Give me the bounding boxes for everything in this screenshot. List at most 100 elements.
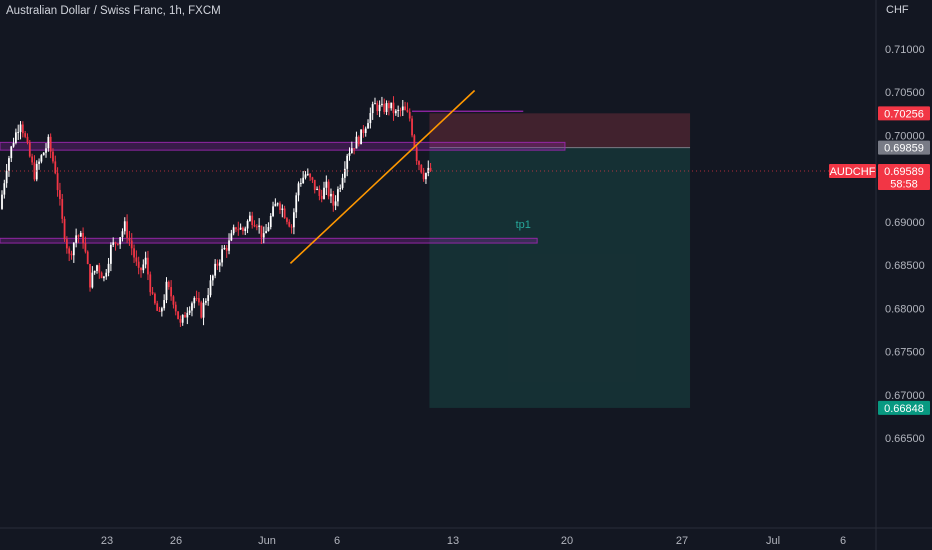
countdown-tag: 58:58 [878,176,930,190]
candle [406,102,409,113]
candle [316,186,318,191]
candle-body [302,177,305,184]
candle-body [406,110,409,112]
trendline[interactable] [289,89,476,264]
candle-body [221,249,223,263]
candle [397,105,400,118]
candle [297,181,300,202]
candle [112,237,115,248]
candle-body [142,264,145,271]
zone-rectangle-1[interactable] [0,141,566,151]
candle [179,315,182,328]
candle [293,208,295,235]
candle [207,288,210,306]
candle-body [77,235,80,237]
candle-body [364,128,367,133]
entry-price-tag: 0.69859 [878,140,930,155]
candle-body [116,243,119,245]
candle [258,218,261,234]
candle [86,250,89,265]
candle-body [357,136,360,145]
candle-body [399,109,402,111]
zone-rectangle-2[interactable] [0,237,538,244]
candle [288,219,291,228]
candle-body [103,276,105,279]
candle [75,228,78,248]
candle [186,307,189,325]
candle-body [381,103,383,105]
candle-body [394,110,397,114]
candle [244,226,247,236]
candle-body [79,232,82,237]
candle-body [54,161,57,174]
candle [346,153,349,177]
candle-body [154,293,156,304]
candle [225,244,228,258]
x-tick-label: Jun [258,535,276,547]
candle [235,226,237,233]
candle [251,211,254,229]
candle [299,178,302,187]
candle [355,131,358,149]
candle-body [390,102,393,109]
candle-body [293,212,295,228]
candle-body [244,228,247,231]
candle [290,224,293,234]
candle-body [114,242,117,244]
candle [5,163,8,188]
candle [327,179,330,200]
y-tick-label: 0.68000 [885,303,925,315]
candle-body [255,226,258,228]
candle-body [327,181,330,197]
entry-price-tag-text: 0.69859 [884,143,924,155]
candle-body [350,148,353,153]
candle-body [167,281,170,288]
x-tick-label: 13 [447,535,459,547]
candle [313,179,316,194]
candle-body [313,179,316,190]
candle [89,263,91,292]
candle-body [397,109,400,111]
candle [119,236,122,249]
take-profit-zone[interactable] [429,147,691,408]
candle-body [186,312,189,318]
candle [49,133,52,159]
candle-body [172,296,175,305]
candle [160,306,163,317]
y-tick-label: 0.67000 [885,390,925,402]
candle [45,143,47,158]
candle [31,153,34,166]
candle [91,266,94,289]
candle-body [59,190,61,199]
candle [77,234,80,243]
candle [311,176,314,183]
candle [116,243,119,246]
candle-body [283,208,286,219]
candle-body [130,240,133,249]
candle [10,145,13,163]
candle-body [228,240,230,251]
candle [103,275,105,282]
candle [147,250,149,281]
candle-body [163,300,166,309]
candle-body [28,142,31,157]
candle [126,214,128,244]
candle [390,102,393,111]
candle-body [61,198,64,219]
candle-body [72,242,75,256]
candle [260,225,263,244]
candle-body [96,265,98,271]
y-tick-label: 0.68500 [885,260,925,272]
candle [84,236,87,254]
candle [418,160,420,171]
candle-body [84,243,87,252]
candle-body [279,203,281,210]
candle-body [147,257,149,275]
candle [369,107,372,129]
candle [272,201,274,218]
candle [165,277,168,304]
candle-body [91,272,94,288]
candle-body [272,206,274,216]
candle-body [242,227,244,231]
